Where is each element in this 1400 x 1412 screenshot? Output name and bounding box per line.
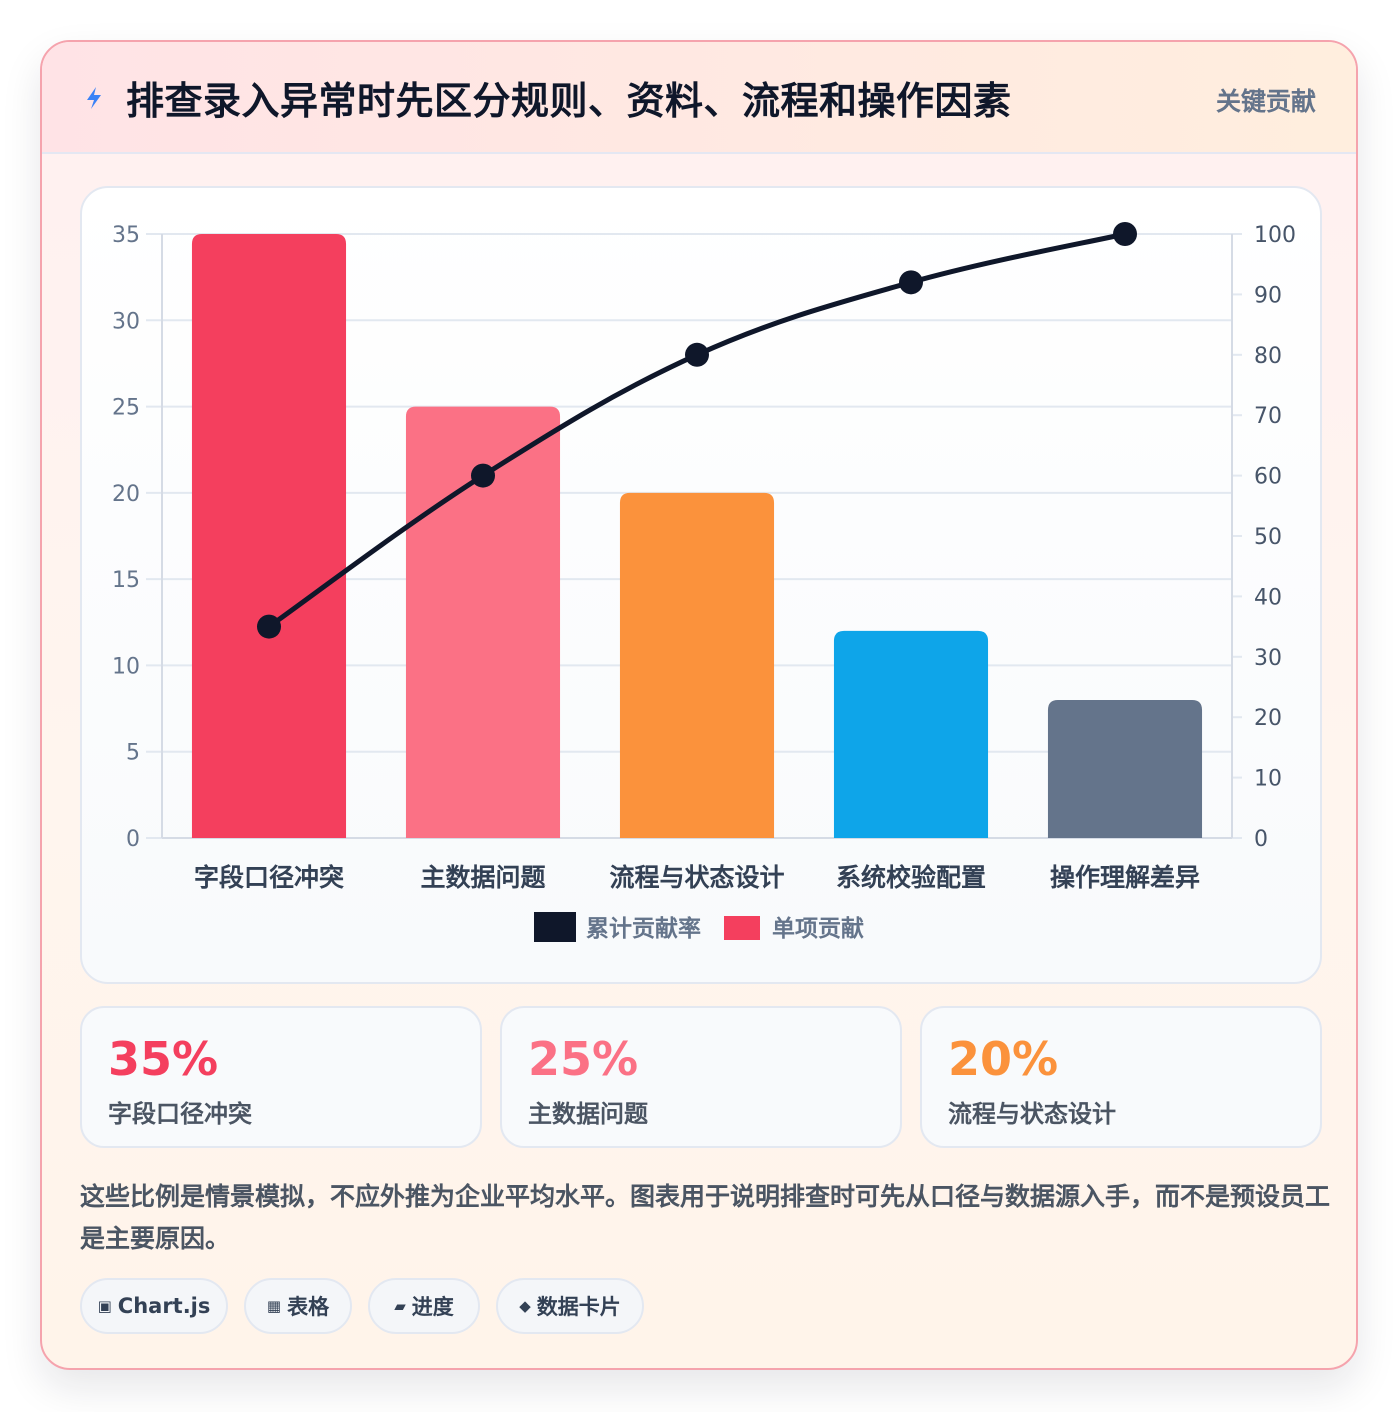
- y-tick-label: 15: [112, 568, 140, 593]
- table-icon: ▦: [266, 1297, 282, 1315]
- stat-value: 20%: [948, 1032, 1059, 1086]
- line-point: [899, 270, 923, 295]
- chip-data-card[interactable]: ◆ 数据卡片: [496, 1278, 644, 1334]
- bar: [619, 492, 775, 838]
- chip-label: 表格: [287, 1295, 330, 1319]
- y2-tick-label: 30: [1254, 646, 1282, 671]
- chart-icon: ▣: [97, 1297, 112, 1315]
- legend-label-cumulative: 累计贡献率: [586, 915, 701, 942]
- y-tick-label: 30: [112, 309, 140, 334]
- legend-swatch-single: [724, 916, 760, 940]
- stat-label: 字段口径冲突: [108, 1100, 252, 1128]
- bar: [833, 630, 989, 838]
- card-header: 排查录入异常时先区分规则、资料、流程和操作因素 关键贡献: [42, 42, 1356, 154]
- x-tick-label: 系统校验配置: [836, 863, 986, 892]
- disclaimer-note: 这些比例是情景模拟，不应外推为企业平均水平。图表用于说明排查时可先从口径与数据源…: [80, 1182, 1331, 1253]
- y-tick-label: 0: [126, 827, 140, 852]
- report-card: 排查录入异常时先区分规则、资料、流程和操作因素 关键贡献 0 5 10 15 20 25 3…: [40, 40, 1358, 1370]
- diamond-icon: ◆: [519, 1297, 531, 1315]
- line-point: [471, 463, 495, 488]
- y2-tick-label: 10: [1254, 767, 1282, 792]
- line-point: [685, 342, 709, 367]
- y2-tick-label: 90: [1254, 283, 1282, 308]
- stat-value: 35%: [108, 1032, 219, 1086]
- key-contribution-tag: 关键贡献: [1215, 87, 1316, 116]
- bar: [1047, 699, 1203, 838]
- y2-tick-label: 100: [1254, 223, 1296, 248]
- chip-table[interactable]: ▦ 表格: [244, 1278, 352, 1334]
- y2-tick-label: 0: [1254, 827, 1268, 852]
- stat-label: 主数据问题: [528, 1100, 648, 1128]
- progress-icon: ▰: [394, 1297, 406, 1315]
- bolt-icon: [87, 87, 101, 109]
- stat-card-master-data: 25% 主数据问题: [500, 1006, 902, 1148]
- chip-label: Chart.js: [117, 1294, 211, 1318]
- x-tick-label: 操作理解差异: [1050, 863, 1200, 892]
- chip-progress[interactable]: ▰ 进度: [368, 1278, 480, 1334]
- x-tick-label: 主数据问题: [420, 863, 545, 892]
- y2-tick-label: 20: [1254, 706, 1282, 731]
- x-tick-label: 流程与状态设计: [609, 863, 784, 892]
- line-point: [1113, 222, 1137, 246]
- stat-card-process-design: 20% 流程与状态设计: [920, 1006, 1322, 1148]
- y-tick-label: 25: [112, 396, 140, 421]
- stat-value: 25%: [528, 1032, 639, 1086]
- chip-label: 进度: [411, 1295, 454, 1319]
- line-point: [257, 614, 281, 639]
- y2-tick-label: 80: [1254, 344, 1282, 369]
- legend-label-single: 单项贡献: [772, 916, 864, 942]
- y2-tick-label: 70: [1254, 404, 1282, 429]
- stat-card-field-conflict: 35% 字段口径冲突: [80, 1006, 482, 1148]
- page-title: 排查录入异常时先区分规则、资料、流程和操作因素: [126, 79, 1012, 123]
- bar: [191, 234, 347, 838]
- chip-label: 数据卡片: [536, 1295, 621, 1319]
- stat-label: 流程与状态设计: [948, 1100, 1116, 1128]
- y2-tick-label: 60: [1254, 465, 1282, 490]
- y-tick-label: 5: [126, 741, 140, 766]
- chart-panel: 0 5 10 15 20 25 30 35 0 10 20 30 40 50 60 70 80 90 100 字段口径…: [80, 186, 1322, 984]
- legend-swatch-cumulative: [534, 912, 576, 942]
- y-tick-label: 35: [112, 223, 140, 248]
- x-tick-label: 字段口径冲突: [194, 863, 344, 892]
- y-tick-label: 10: [112, 654, 140, 679]
- pareto-chart: 0 5 10 15 20 25 30 35 0 10 20 30 40 50 60 70 80 90 100 字段口径…: [112, 222, 1296, 942]
- y2-tick-label: 50: [1254, 525, 1282, 550]
- y-tick-label: 20: [112, 482, 140, 507]
- y2-tick-label: 40: [1254, 585, 1282, 610]
- bar: [405, 406, 561, 838]
- chip-chartjs[interactable]: ▣ Chart.js: [80, 1278, 228, 1334]
